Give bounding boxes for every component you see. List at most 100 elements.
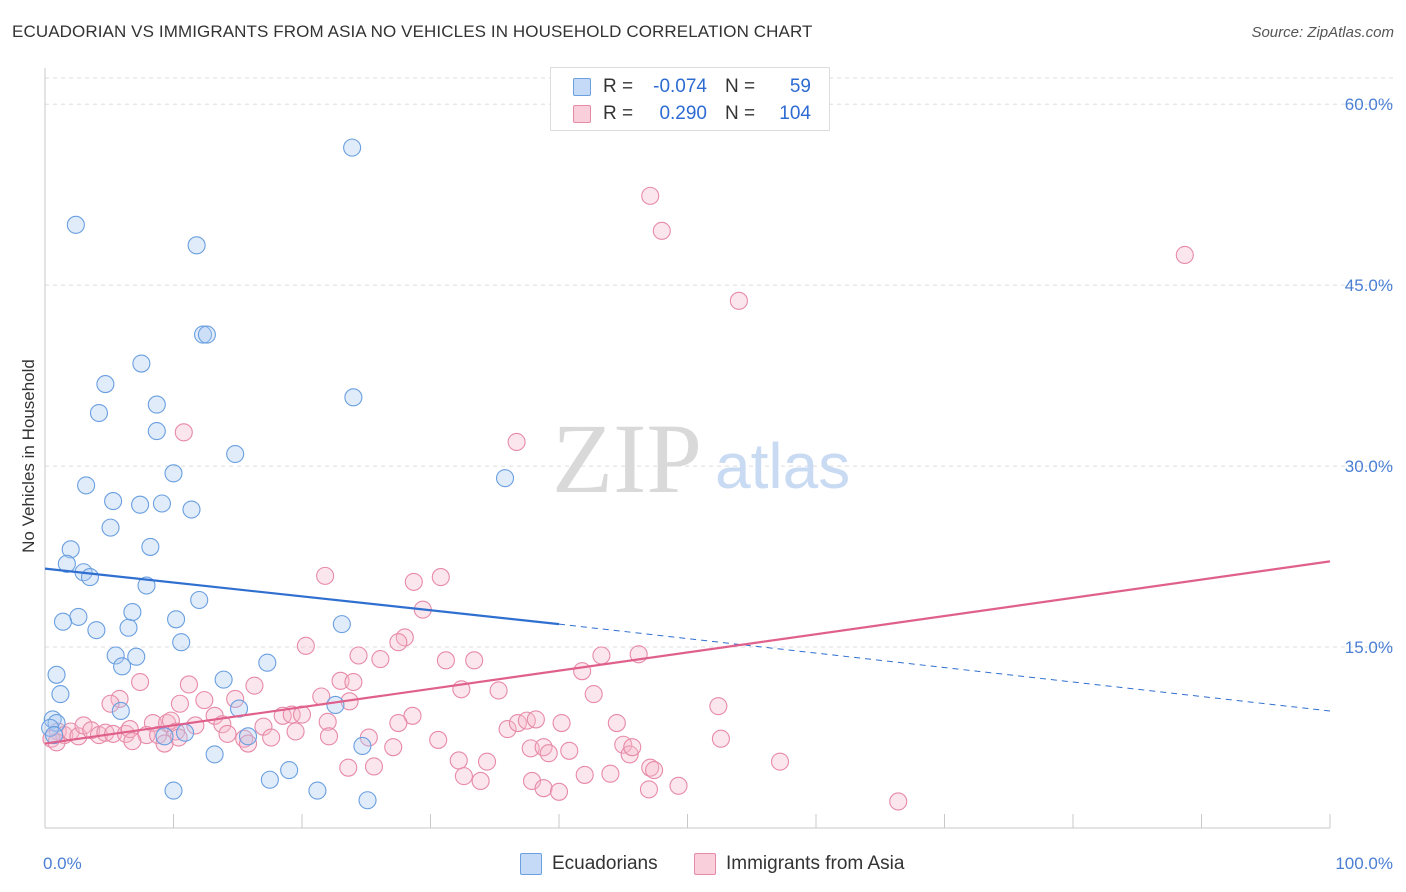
data-point-immigrants	[498, 720, 517, 739]
legend-r-value: -0.074	[653, 76, 707, 97]
data-point-immigrants	[575, 765, 594, 784]
legend-row-ecuadorians: R = -0.074 N = 59	[573, 75, 811, 99]
trend-line-immigrants	[44, 560, 1331, 745]
data-point-immigrants	[389, 633, 408, 652]
data-point-immigrants	[404, 572, 423, 591]
data-point-immigrants	[645, 761, 664, 780]
legend-n-value: 59	[789, 76, 811, 97]
data-point-ecuadorians	[113, 657, 132, 676]
x-tick-label: 0.0%	[43, 854, 82, 873]
data-point-immigrants	[195, 691, 214, 710]
data-point-ecuadorians	[132, 354, 151, 373]
data-point-immigrants	[560, 741, 579, 760]
data-point-immigrants	[339, 758, 358, 777]
data-point-immigrants	[607, 713, 626, 733]
data-point-ecuadorians	[187, 236, 206, 255]
data-point-ecuadorians	[194, 325, 213, 344]
data-point-ecuadorians	[77, 476, 96, 495]
data-point-immigrants	[465, 651, 484, 670]
data-point-immigrants	[729, 291, 748, 310]
data-point-immigrants	[319, 727, 339, 746]
data-point-immigrants	[131, 672, 150, 692]
data-point-immigrants	[711, 729, 730, 748]
y-tick-label: 15.0%	[1345, 638, 1393, 657]
data-point-immigrants	[770, 752, 790, 771]
data-point-immigrants	[101, 694, 120, 713]
data-point-immigrants	[639, 780, 659, 799]
data-point-ecuadorians	[164, 464, 183, 483]
data-point-ecuadorians	[127, 647, 146, 666]
data-point-ecuadorians	[308, 781, 327, 800]
data-point-ecuadorians	[57, 554, 76, 573]
data-point-immigrants	[489, 681, 508, 700]
data-point-immigrants	[318, 712, 337, 731]
watermark: ZIP atlas	[552, 403, 850, 514]
data-point-immigrants	[526, 710, 545, 729]
data-point-ecuadorians	[147, 422, 166, 441]
data-point-immigrants	[431, 568, 450, 587]
data-point-ecuadorians	[51, 685, 70, 704]
data-point-immigrants	[471, 771, 490, 791]
data-point-ecuadorians	[87, 621, 106, 640]
data-point-immigrants	[652, 221, 671, 240]
data-point-ecuadorians	[197, 325, 216, 344]
data-point-ecuadorians	[137, 576, 156, 595]
data-point-immigrants	[316, 566, 335, 585]
data-point-ecuadorians	[190, 590, 209, 610]
data-point-immigrants	[449, 751, 468, 770]
data-point-ecuadorians	[258, 653, 277, 672]
data-point-ecuadorians	[123, 603, 142, 622]
data-point-ecuadorians	[131, 495, 150, 514]
data-point-immigrants	[238, 734, 258, 753]
data-point-immigrants	[155, 734, 174, 753]
data-point-ecuadorians	[358, 791, 377, 810]
series-ecuadorians	[41, 138, 515, 810]
y-tick-label: 60.0%	[1345, 95, 1393, 114]
data-point-ecuadorians	[167, 610, 186, 629]
data-point-ecuadorians	[326, 695, 345, 715]
data-point-immigrants	[226, 689, 245, 708]
data-point-immigrants	[174, 423, 193, 442]
data-point-ecuadorians	[155, 727, 174, 746]
trend-line-ecuadorians-extrapolated	[558, 623, 1331, 712]
correlation-legend: R = -0.074 N = 59 R = 0.290 N = 104	[550, 67, 830, 131]
chart-title: ECUADORIAN VS IMMIGRANTS FROM ASIA NO VE…	[12, 22, 813, 41]
data-point-ecuadorians	[238, 727, 258, 746]
data-point-immigrants	[282, 705, 301, 724]
data-point-immigrants	[349, 646, 368, 665]
trend-lines	[44, 560, 1331, 745]
data-point-immigrants	[507, 432, 526, 452]
data-point-ecuadorians	[106, 646, 125, 665]
data-point-immigrants	[620, 745, 639, 764]
data-point-immigrants	[286, 722, 305, 741]
data-point-immigrants	[454, 767, 473, 786]
data-point-ecuadorians	[344, 388, 363, 407]
bottom-legend-label-immigrants: Immigrants from Asia	[726, 853, 905, 874]
data-point-ecuadorians	[53, 612, 73, 631]
watermark-atlas: atlas	[715, 430, 850, 502]
data-point-ecuadorians	[101, 518, 120, 537]
data-point-immigrants	[436, 651, 455, 670]
data-point-ecuadorians	[141, 537, 160, 556]
data-point-ecuadorians	[182, 500, 201, 519]
data-point-ecuadorians	[104, 492, 123, 511]
legend-n-value: 104	[779, 103, 811, 124]
data-point-immigrants	[889, 792, 908, 811]
data-point-immigrants	[364, 757, 384, 776]
data-point-immigrants	[170, 694, 189, 713]
data-point-immigrants	[584, 685, 603, 704]
data-point-ecuadorians	[119, 618, 138, 637]
data-point-ecuadorians	[353, 736, 372, 756]
data-point-ecuadorians	[96, 375, 115, 394]
data-point-ecuadorians	[280, 761, 299, 780]
data-point-ecuadorians	[332, 615, 351, 634]
data-point-immigrants	[552, 713, 571, 733]
data-point-immigrants	[331, 671, 350, 690]
data-point-ecuadorians	[214, 670, 233, 689]
data-point-immigrants	[296, 636, 315, 655]
data-point-immigrants	[517, 711, 536, 730]
y-tick-labels: 15.0% 30.0% 45.0% 60.0%	[1345, 95, 1393, 657]
data-point-immigrants	[601, 764, 620, 783]
data-point-ecuadorians	[89, 403, 109, 423]
